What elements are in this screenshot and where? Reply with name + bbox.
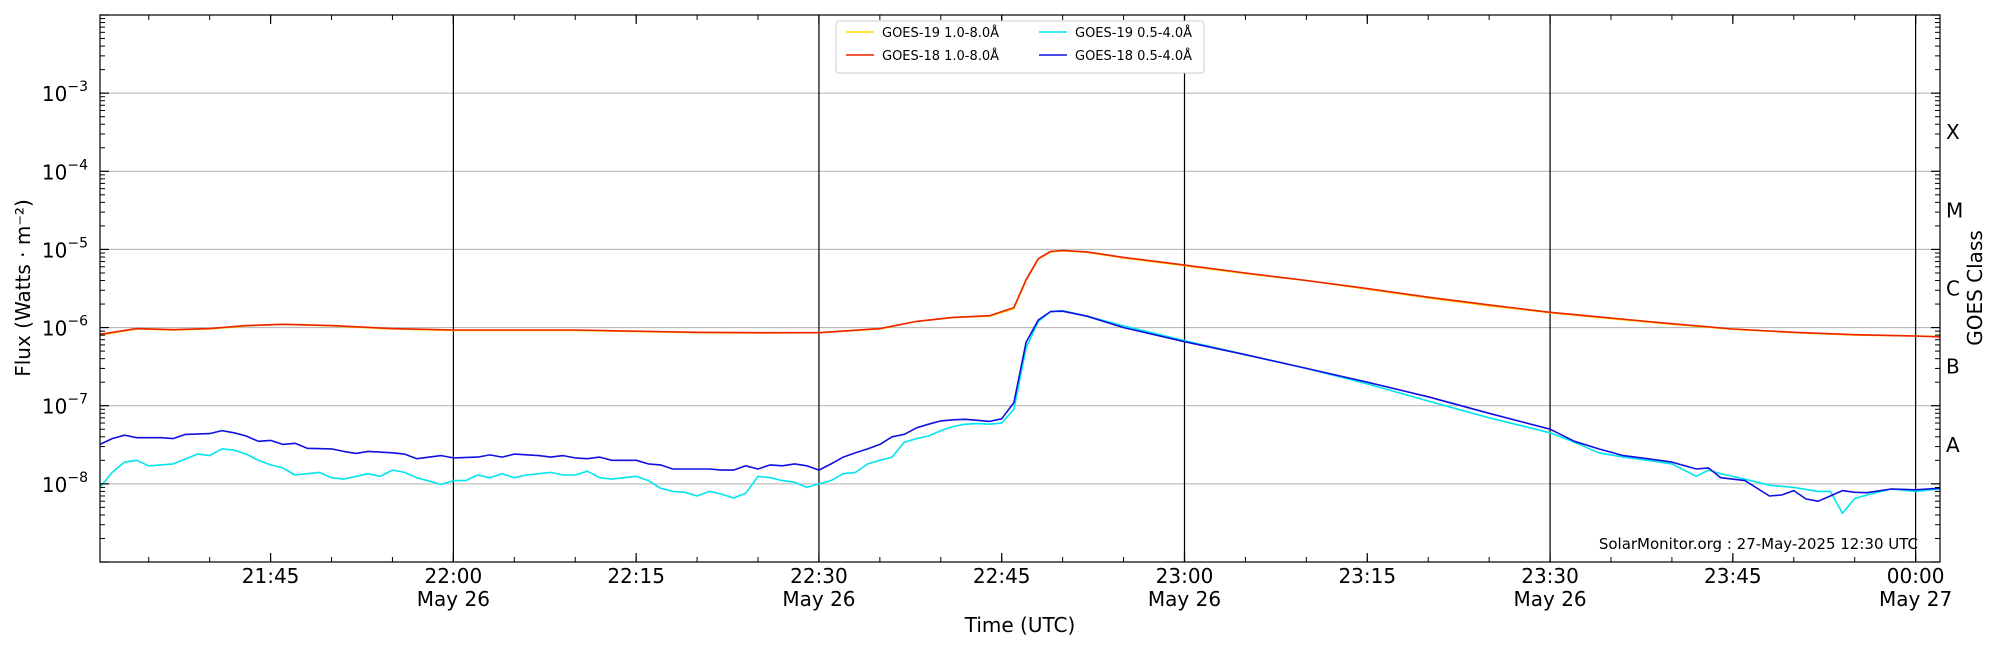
y-tick-label: 10−5 bbox=[42, 235, 88, 262]
series-line-3 bbox=[99, 309, 1941, 515]
y-tick-label: 10−4 bbox=[42, 157, 88, 184]
series-line-2 bbox=[99, 249, 1941, 338]
y-tick-label: 10−7 bbox=[42, 392, 88, 419]
x-tick-label: 22:15 bbox=[607, 564, 665, 588]
x-axis-label: Time (UTC) bbox=[964, 613, 1076, 637]
legend-label: GOES-18 0.5-4.0Å bbox=[1075, 48, 1192, 64]
legend-entry: GOES-18 1.0-8.0Å bbox=[846, 48, 999, 64]
legend-items: GOES-19 1.0-8.0Å GOES-18 1.0-8.0Å GOES-19 … bbox=[846, 25, 1192, 64]
source-annotation: SolarMonitor.org : 27-May-2025 12:30 UTC bbox=[1599, 535, 1918, 553]
right-axis-label: GOES Class bbox=[1963, 230, 1987, 346]
legend-label: GOES-19 1.0-8.0Å bbox=[882, 25, 999, 41]
goes-class-label: M bbox=[1946, 198, 1963, 222]
legend: GOES-19 1.0-8.0Å GOES-18 1.0-8.0Å GOES-19 … bbox=[835, 20, 1205, 74]
x-tick-label: 22:45 bbox=[973, 564, 1031, 588]
x-tick-date-label: May 27 bbox=[1879, 587, 1952, 611]
legend-label: GOES-19 0.5-4.0Å bbox=[1075, 25, 1192, 41]
x-tick-label: 23:15 bbox=[1338, 564, 1396, 588]
x-tick-label: 23:00 bbox=[1156, 564, 1214, 588]
goes-class-label: C bbox=[1946, 277, 1960, 301]
legend-entry: GOES-19 0.5-4.0Å bbox=[1039, 25, 1192, 41]
legend-entry: GOES-19 1.0-8.0Å bbox=[846, 25, 999, 41]
y-tick-label: 10−6 bbox=[42, 314, 88, 341]
series-layer bbox=[99, 249, 1941, 515]
x-tick-label: 23:45 bbox=[1704, 564, 1762, 588]
x-tick-label: 21:45 bbox=[242, 564, 300, 588]
goes-class-label: B bbox=[1946, 355, 1960, 379]
goes-class-label: A bbox=[1946, 433, 1960, 457]
goes-class-labels: A B C M X bbox=[1946, 120, 1963, 457]
x-tick-date-label: May 26 bbox=[1513, 587, 1586, 611]
x-tick-label: 00:00 bbox=[1887, 564, 1945, 588]
grid-layer bbox=[100, 92, 1940, 485]
y-axis-label: Flux (Watts · m⁻²) bbox=[11, 199, 35, 377]
y-tick-label: 10−3 bbox=[42, 79, 88, 106]
legend-box bbox=[835, 20, 1205, 74]
legend-entry: GOES-18 0.5-4.0Å bbox=[1039, 48, 1192, 64]
y-tick-label: 10−8 bbox=[42, 470, 88, 497]
x-tick-label: 23:30 bbox=[1521, 564, 1579, 588]
legend-label: GOES-18 1.0-8.0Å bbox=[882, 48, 999, 64]
day-time-vlines bbox=[452, 15, 1917, 562]
x-tick-date-label: May 26 bbox=[1148, 587, 1221, 611]
x-tick-date-label: May 26 bbox=[417, 587, 490, 611]
y-axis-ticks: 10−8 10−7 10−6 10−5 10−4 10−3 bbox=[42, 14, 1940, 563]
x-tick-date-label: May 26 bbox=[782, 587, 855, 611]
goes-class-label: X bbox=[1946, 120, 1960, 144]
plot-frame bbox=[99, 14, 1941, 563]
x-tick-label: 22:00 bbox=[425, 564, 483, 588]
x-tick-label: 22:30 bbox=[790, 564, 848, 588]
series-line-4 bbox=[99, 310, 1941, 503]
